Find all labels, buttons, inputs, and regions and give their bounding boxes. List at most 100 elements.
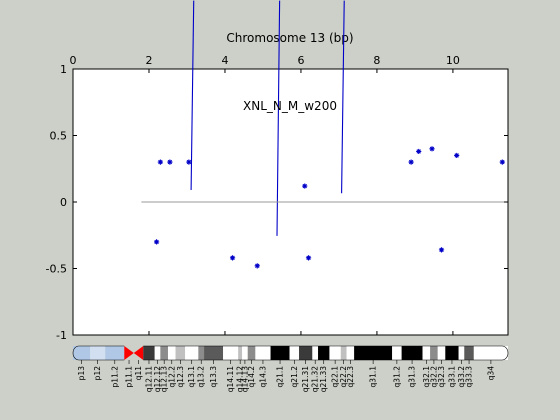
chromosome-band bbox=[312, 346, 319, 360]
band-label: q21.33 bbox=[319, 366, 328, 392]
band-label: q13.2 bbox=[197, 366, 206, 388]
chromosome-band bbox=[242, 346, 248, 360]
chromosome-band bbox=[143, 346, 155, 360]
chromosome-band bbox=[299, 346, 313, 360]
scatter-point bbox=[167, 159, 173, 165]
chromosome-band bbox=[473, 346, 508, 360]
y-tick-label: 0.5 bbox=[50, 130, 68, 143]
chromosome-band bbox=[318, 346, 330, 360]
band-label: q32.1 bbox=[422, 366, 431, 388]
y-tick-label: -1 bbox=[56, 329, 67, 342]
y-tick-label: 1 bbox=[60, 63, 67, 76]
scatter-point bbox=[229, 255, 236, 261]
scatter-segment-points bbox=[341, 0, 345, 194]
chromosome-band bbox=[223, 346, 239, 360]
band-label: p12 bbox=[93, 366, 102, 381]
band-label: q31.3 bbox=[408, 366, 417, 388]
ideogram-right-cap bbox=[501, 345, 509, 361]
chromosome-band bbox=[175, 346, 186, 360]
x-tick-label: 4 bbox=[221, 54, 228, 67]
x-tick-label: 6 bbox=[297, 54, 304, 67]
band-label: q33.3 bbox=[465, 366, 474, 388]
band-label: q12.12 bbox=[153, 366, 162, 392]
scatter-point bbox=[454, 152, 460, 159]
chromosome-band bbox=[464, 346, 474, 360]
chromosome-band bbox=[422, 346, 431, 360]
band-label: q22.1 bbox=[331, 366, 340, 388]
scatter-point bbox=[416, 148, 422, 155]
chromosome-band bbox=[445, 346, 459, 360]
band-label: q12.3 bbox=[176, 366, 185, 388]
scatter-segment-points bbox=[190, 0, 195, 191]
band-label: p11.1 bbox=[125, 366, 134, 388]
chromosome-band bbox=[340, 346, 347, 360]
chromosome-band bbox=[204, 346, 224, 360]
x-tick-label: 8 bbox=[373, 54, 380, 67]
band-label: q31.1 bbox=[369, 366, 378, 388]
chromosome-band bbox=[198, 346, 205, 360]
band-label: q13.3 bbox=[209, 366, 218, 388]
band-label: q32.2 bbox=[429, 366, 438, 388]
y-tick-label: -0.5 bbox=[46, 263, 67, 276]
band-label: q31.2 bbox=[392, 366, 401, 388]
ideogram-outline bbox=[79, 345, 502, 361]
band-label: q14.11 bbox=[226, 366, 235, 392]
scatter-point bbox=[305, 255, 312, 261]
band-label: p13 bbox=[77, 366, 86, 381]
y-axis-ticks: -1 -0.5 0 0.5 1 bbox=[46, 63, 508, 342]
scatter-point bbox=[429, 146, 435, 152]
band-label: q33.1 bbox=[447, 366, 456, 388]
y-tick-label: 0 bbox=[60, 196, 67, 209]
scatter-point bbox=[302, 183, 308, 189]
scatter-point bbox=[153, 239, 160, 245]
band-label: q21.31 bbox=[301, 366, 310, 392]
centromere-q bbox=[133, 346, 144, 360]
band-label: p11.2 bbox=[110, 366, 119, 388]
scatter-points bbox=[153, 0, 505, 269]
band-label: q22.3 bbox=[346, 366, 355, 388]
chromosome-band bbox=[105, 346, 125, 360]
band-label: q12.13 bbox=[160, 366, 169, 392]
band-label: q34 bbox=[486, 366, 495, 381]
ideogram-left-cap bbox=[72, 345, 80, 361]
band-label: q12.11 bbox=[144, 366, 153, 392]
chromosome-band bbox=[185, 346, 199, 360]
chromosome-band bbox=[346, 346, 355, 360]
band-label: q33.2 bbox=[457, 366, 466, 388]
series-annotation: XNL_N_M_w200 bbox=[243, 99, 337, 113]
scatter-point bbox=[438, 247, 445, 253]
band-label: q13.1 bbox=[187, 366, 196, 388]
centromere-p bbox=[124, 346, 134, 360]
chromosome-band bbox=[401, 346, 423, 360]
x-tick-label: 0 bbox=[70, 54, 77, 67]
scatter-point bbox=[157, 159, 163, 165]
scatter-segment-points bbox=[276, 0, 281, 236]
x-tick-label: 10 bbox=[446, 54, 460, 67]
scatter-point bbox=[186, 159, 192, 165]
band-label: q21.1 bbox=[276, 366, 285, 388]
scatter-point bbox=[408, 159, 414, 165]
chromosome-band bbox=[154, 346, 161, 360]
chromosome-band bbox=[458, 346, 465, 360]
chromosome-band bbox=[289, 346, 300, 360]
x-tick-label: 2 bbox=[145, 54, 152, 67]
chromosome-band bbox=[437, 346, 446, 360]
band-label: q12.2 bbox=[167, 366, 176, 388]
chart-title: Chromosome 13 (bp) bbox=[226, 31, 353, 45]
chromosome-band bbox=[392, 346, 402, 360]
band-label: q14.13 bbox=[240, 366, 249, 392]
chromosome-band bbox=[238, 346, 243, 360]
band-label: q14.3 bbox=[258, 366, 267, 388]
chromosome-band bbox=[329, 346, 341, 360]
chromosome-band bbox=[247, 346, 256, 360]
band-label: q32.3 bbox=[437, 366, 446, 388]
band-label: q22.2 bbox=[339, 366, 348, 388]
chromosome-band bbox=[255, 346, 271, 360]
chromosome-band bbox=[270, 346, 290, 360]
x-axis-ticks: 0 2 4 6 8 10 bbox=[70, 54, 460, 335]
chromosome-band bbox=[167, 346, 176, 360]
band-label: q14.12 bbox=[236, 366, 245, 392]
chromosome-ideogram: p13 p12 p11.2 p11.1 q11 q12.11 q12.12q12.13q12… bbox=[72, 345, 509, 392]
band-label: q14.2 bbox=[247, 366, 256, 388]
